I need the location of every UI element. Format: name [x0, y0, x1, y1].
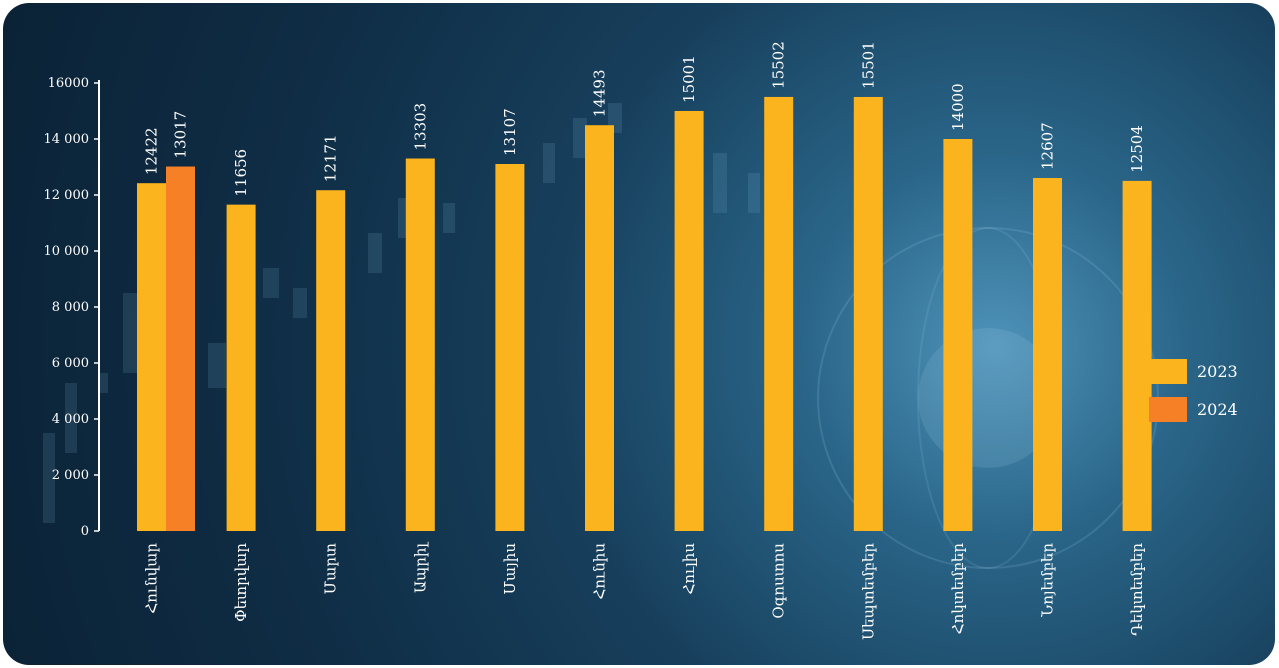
value-label-2023-3: 12171: [322, 134, 340, 182]
y-tick-label: 6 000: [52, 356, 89, 371]
bg-candle: [98, 373, 108, 393]
value-label-2023-9: 15501: [859, 41, 877, 89]
bar-2023-1: [137, 183, 166, 531]
bar-2023-2: [226, 204, 256, 531]
y-tick-label: 12 000: [44, 188, 90, 203]
value-label-2023-6: 14493: [591, 69, 609, 117]
bar-2023-5: [495, 164, 525, 531]
y-tick-label: 0: [81, 524, 89, 539]
value-labels: 12422 13017 11656 12171 13303 13107 14493 15001…: [143, 41, 1147, 196]
bg-candle: [443, 203, 455, 233]
value-label-2023-10: 14000: [949, 83, 967, 131]
legend-label-2024: 2024: [1197, 400, 1238, 419]
bg-candle: [43, 433, 55, 523]
category-label-9: Սեպտեմբեր: [859, 543, 877, 640]
bar-2023-8: [764, 96, 794, 531]
bg-candle: [713, 153, 727, 213]
bg-candle: [573, 118, 587, 158]
bar-2023-7: [674, 110, 704, 532]
value-label-2023-4: 13303: [411, 103, 429, 151]
category-labels: Հունվար Փետրվար Մարտ Ապրիլ Մայիս Հունիս Հուլիս…: [143, 542, 1147, 640]
value-label-2023-5: 13107: [501, 108, 519, 156]
bg-candle: [123, 293, 139, 373]
bg-candle: [65, 383, 77, 453]
category-label-4: Ապրիլ: [411, 542, 429, 593]
category-label-7: Հուլիս: [680, 543, 698, 595]
bg-candle: [543, 143, 555, 183]
category-label-5: Մայիս: [501, 543, 519, 595]
value-label-2023-11: 12607: [1039, 122, 1057, 170]
category-label-1: Հունվար: [143, 543, 161, 614]
value-label-2023-8: 15502: [770, 41, 788, 89]
legend-item-2024: 2024: [1149, 396, 1238, 423]
category-label-12: Դեկտեմբեր: [1128, 543, 1146, 636]
bg-candle: [748, 173, 760, 213]
bar-2023-6: [585, 125, 614, 532]
value-label-2023-2: 11656: [232, 149, 250, 197]
bar-2023-9: [853, 96, 883, 532]
legend-swatch-2023: [1149, 359, 1187, 384]
value-label-2023-7: 15001: [680, 55, 698, 103]
bg-candle: [293, 288, 307, 318]
y-tick-label: 8 000: [52, 300, 89, 315]
y-tick-label: 14 000: [44, 132, 90, 147]
value-label-2023-12: 12504: [1128, 125, 1146, 173]
bar-2024-1: [166, 166, 195, 532]
value-label-2024-1: 13017: [172, 111, 190, 159]
y-tick-label: 4 000: [52, 412, 89, 427]
bar-2023-4: [405, 158, 435, 532]
category-label-11: Նոյեմբեր: [1039, 543, 1057, 618]
bars: [137, 96, 1152, 532]
bg-candle: [368, 233, 382, 273]
bg-candle: [263, 268, 279, 298]
category-label-6: Հունիս: [591, 543, 609, 600]
value-label-2023-1: 12422: [143, 127, 161, 175]
category-label-3: Մարտ: [322, 543, 340, 594]
category-label-8: Օգոստոս: [770, 543, 788, 619]
category-label-10: Հոկտեմբեր: [949, 543, 967, 635]
category-label-2: Փետրվար: [232, 543, 250, 622]
y-tick-label: 2 000: [52, 468, 89, 483]
bar-chart: 0 2 000 4 000 6 000 8 000 10 000 12 000 14 000 1…: [43, 41, 1159, 640]
bg-candle: [208, 343, 226, 388]
y-axis-ticks: 0 2 000 4 000 6 000 8 000 10 000 12 000 14 000 1…: [44, 76, 99, 539]
bar-2023-3: [316, 190, 346, 531]
bar-2023-12: [1122, 180, 1152, 531]
legend-item-2023: 2023: [1149, 358, 1238, 385]
bar-2023-10: [943, 139, 973, 531]
y-tick-label: 10 000: [44, 244, 90, 259]
chart-panel: 0 2 000 4 000 6 000 8 000 10 000 12 000 14 000 1…: [3, 3, 1275, 665]
legend-label-2023: 2023: [1197, 362, 1238, 381]
legend-swatch-2024: [1149, 397, 1187, 422]
legend: 2023 2024: [1149, 358, 1238, 434]
y-tick-label: 16000: [48, 76, 89, 91]
bar-2023-11: [1033, 178, 1062, 531]
